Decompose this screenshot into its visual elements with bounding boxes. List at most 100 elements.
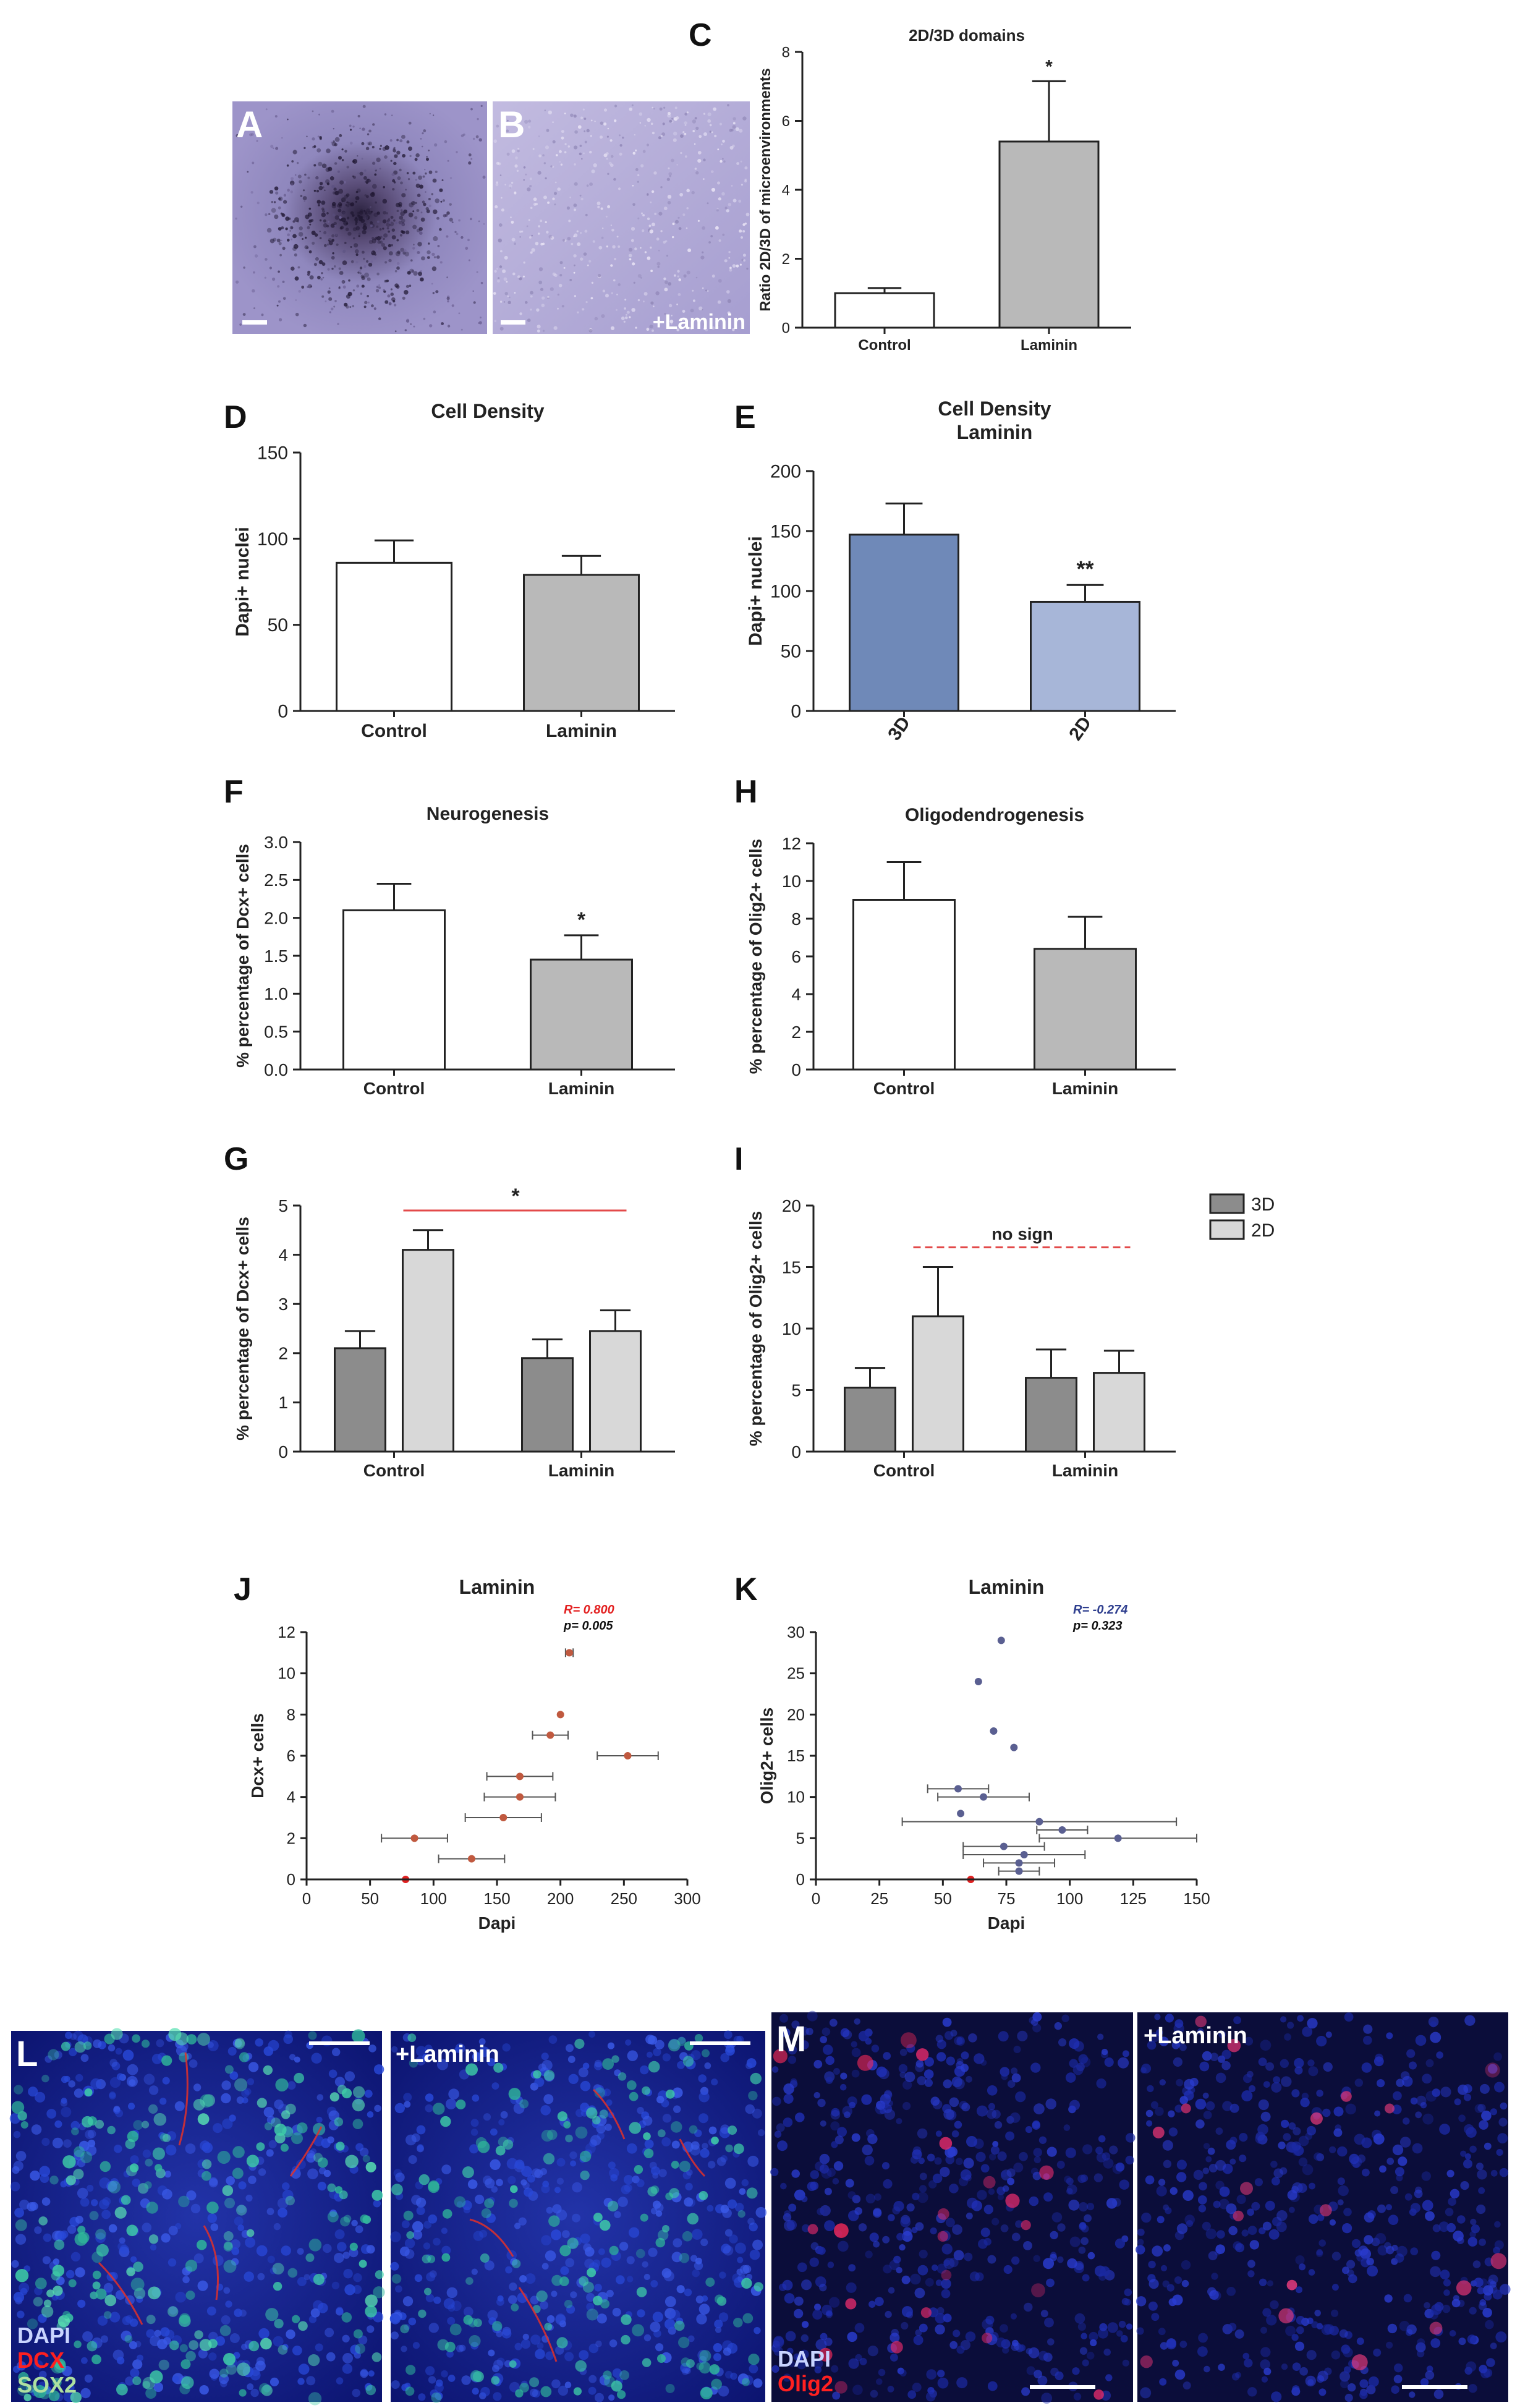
cell-dot [294, 253, 297, 257]
cell-dot [579, 152, 582, 156]
dapi-nucleus [1331, 2309, 1339, 2317]
y-axis-label: % percentage of Olig2+ cells [746, 1211, 765, 1446]
dapi-nucleus [193, 2083, 202, 2091]
cell-dot [590, 119, 593, 122]
dapi-nucleus [1044, 2317, 1054, 2328]
cell-dot [410, 259, 413, 262]
scatter-point [1010, 1743, 1018, 1751]
cell-dot [716, 209, 719, 212]
cell-dot [601, 314, 605, 318]
cell-dot [376, 286, 379, 289]
dapi-nucleus [795, 2112, 805, 2122]
dapi-nucleus [1265, 2062, 1275, 2071]
dapi-nucleus [813, 2359, 823, 2369]
dapi-nucleus [1145, 2175, 1155, 2185]
cell-dot [447, 325, 451, 328]
dapi-nucleus [832, 2178, 839, 2185]
sox2-nucleus [551, 2274, 563, 2286]
cell-dot [619, 152, 622, 156]
dapi-nucleus [889, 2333, 900, 2343]
cell-dot [326, 212, 328, 215]
bar-control [342, 909, 446, 1071]
scatter-point [410, 1834, 418, 1842]
dapi-nucleus [373, 2064, 384, 2075]
cell-dot [404, 329, 407, 331]
dapi-nucleus [1468, 2384, 1477, 2393]
cell-dot [308, 207, 312, 210]
sox2-nucleus [257, 2098, 267, 2108]
sox2-nucleus [643, 2132, 651, 2140]
y-tick-label: 0.5 [264, 1022, 288, 1041]
dapi-nucleus [1241, 2090, 1253, 2102]
dapi-nucleus [478, 2038, 486, 2045]
sox2-nucleus [340, 2216, 350, 2227]
cell-dot [643, 292, 648, 296]
dapi-nucleus [430, 2389, 438, 2397]
dapi-nucleus [65, 2031, 72, 2040]
dapi-nucleus [99, 2199, 109, 2210]
dapi-nucleus [820, 2036, 828, 2044]
dapi-nucleus [1396, 2078, 1404, 2087]
sox2-nucleus [465, 2063, 478, 2076]
dapi-nucleus [1248, 2085, 1256, 2093]
dapi-nucleus [237, 2205, 246, 2213]
dapi-nucleus [116, 2357, 125, 2365]
dapi-nucleus [556, 2158, 566, 2167]
dapi-nucleus [788, 2203, 797, 2212]
cell-dot [334, 162, 338, 165]
dapi-nucleus [52, 2137, 63, 2148]
dapi-nucleus [266, 2149, 274, 2157]
y-tick-label: 10 [782, 1319, 801, 1338]
dapi-nucleus [1314, 2152, 1322, 2161]
cell-dot [428, 198, 431, 200]
dapi-nucleus [692, 2269, 700, 2278]
dapi-nucleus [1235, 2243, 1245, 2253]
cell-dot [664, 313, 666, 315]
dapi-nucleus [1325, 2031, 1332, 2038]
sox2-nucleus [111, 2028, 123, 2040]
cell-dot [571, 242, 574, 245]
cell-dot [394, 283, 399, 288]
dapi-nucleus [784, 2293, 795, 2304]
dapi-nucleus [268, 2040, 279, 2051]
cell-dot [426, 158, 429, 161]
x-tick-label: 100 [420, 1889, 447, 1908]
dapi-nucleus [887, 2386, 894, 2393]
dapi-nucleus [616, 2275, 625, 2284]
panel-b: B +Laminin [493, 101, 750, 334]
dapi-nucleus [951, 2130, 959, 2138]
cell-dot [381, 243, 385, 247]
cell-dot [738, 200, 742, 203]
sox2-nucleus [308, 2354, 320, 2367]
sox2-nucleus [556, 2337, 568, 2349]
dapi-nucleus [222, 2118, 233, 2129]
dapi-nucleus [429, 2270, 437, 2278]
dapi-nucleus [1079, 2347, 1088, 2355]
dapi-nucleus [1337, 2146, 1348, 2157]
dapi-nucleus [1449, 2330, 1456, 2337]
sox2-nucleus [586, 2107, 598, 2119]
cell-dot [334, 300, 337, 302]
sox2-nucleus [611, 2055, 619, 2063]
cell-dot [372, 161, 376, 165]
dapi-nucleus [1028, 2347, 1040, 2359]
dapi-nucleus [1186, 2220, 1194, 2227]
dapi-nucleus [487, 2058, 496, 2067]
cell-dot [416, 228, 420, 232]
cell-dot [590, 297, 593, 300]
dapi-nucleus [1030, 2062, 1041, 2073]
cell-dot [478, 138, 482, 142]
dapi-nucleus [1291, 2334, 1299, 2341]
sox2-nucleus [657, 2354, 666, 2363]
scatter-point [974, 1678, 982, 1685]
dapi-nucleus [702, 2295, 708, 2302]
cell-dot [300, 195, 303, 197]
fluor-l-left [11, 2031, 382, 2402]
dapi-nucleus [996, 2337, 1006, 2348]
cell-dot [375, 201, 377, 204]
cell-dot [580, 257, 584, 261]
cell-dot [523, 262, 525, 264]
cell-dot [632, 185, 634, 187]
cell-dot [514, 292, 516, 294]
